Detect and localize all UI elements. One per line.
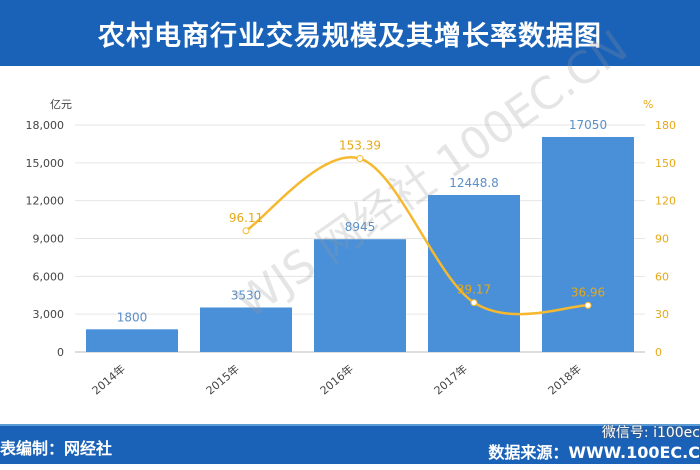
- left-tick-label: 6,000: [33, 270, 65, 283]
- chart: 0 3,000 6,000 9,000 12,000 15,000 18,000 0 30 60 9…: [26, 21, 677, 398]
- footer-bar: 表编制：网经社 微信号: i100ec 数据来源：WWW.100EC.C: [0, 424, 700, 464]
- line-value-label: 96.11: [229, 211, 263, 225]
- bar-value-label: 3530: [231, 288, 262, 302]
- bar: [200, 307, 292, 352]
- bar: [314, 239, 406, 352]
- bar: [428, 195, 520, 352]
- bar-value-label: 17050: [569, 118, 607, 132]
- left-axis-unit: 亿元: [50, 98, 72, 111]
- right-tick-label: 0: [655, 346, 662, 359]
- left-tick-label: 9,000: [33, 233, 65, 246]
- bar-value-label: 12448.8: [449, 176, 499, 190]
- right-tick-label: 180: [655, 119, 676, 132]
- line-point: [242, 227, 250, 235]
- left-tick-label: 18,000: [26, 119, 65, 132]
- line-value-label: 153.39: [339, 139, 381, 153]
- chart-title: 农村电商行业交易规模及其增长率数据图: [98, 20, 602, 52]
- bar-value-label: 1800: [117, 310, 148, 324]
- footer-source: 数据来源：WWW.100EC.C: [488, 443, 700, 462]
- line-point: [584, 301, 592, 309]
- bar: [86, 329, 178, 352]
- x-tick-label: 2018年: [545, 362, 584, 398]
- right-tick-label: 120: [655, 195, 676, 208]
- title-banner: 农村电商行业交易规模及其增长率数据图: [0, 0, 700, 66]
- left-tick-label: 0: [57, 346, 64, 359]
- footer-credit: 表编制：网经社: [0, 439, 113, 458]
- left-tick-label: 15,000: [26, 157, 65, 170]
- left-tick-label: 3,000: [33, 308, 65, 321]
- line-value-label: 36.96: [571, 285, 605, 299]
- line-point: [356, 155, 364, 163]
- growth-rate-line: [245, 155, 589, 316]
- x-tick-label: 2014年: [89, 362, 128, 398]
- right-tick-label: 150: [655, 157, 676, 170]
- right-axis-unit: %: [643, 98, 653, 111]
- x-tick-label: 2015年: [203, 362, 242, 398]
- bar-value-label: 8945: [345, 220, 376, 234]
- bar: [542, 136, 634, 352]
- line-value-label: 39.17: [457, 283, 491, 297]
- right-tick-label: 60: [655, 270, 669, 283]
- line-point: [470, 299, 478, 307]
- right-tick-label: 30: [655, 308, 669, 321]
- x-tick-label: 2017年: [431, 362, 470, 398]
- left-tick-label: 12,000: [26, 195, 65, 208]
- x-tick-label: 2016年: [317, 362, 356, 398]
- wechat-id: 微信号: i100ec: [601, 425, 700, 441]
- right-tick-label: 90: [655, 233, 669, 246]
